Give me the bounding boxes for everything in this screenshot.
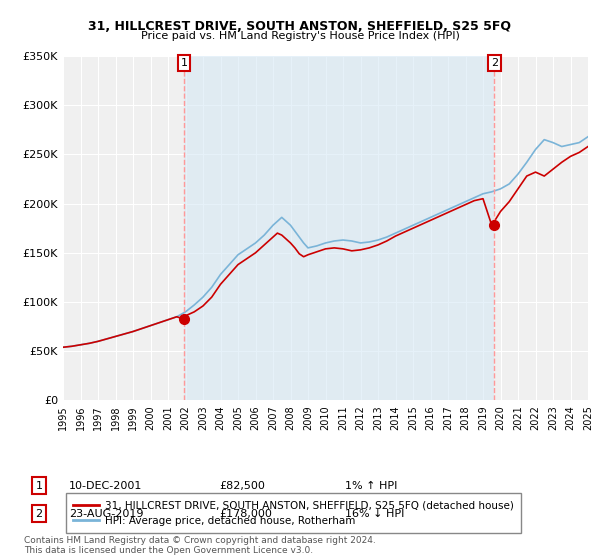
Legend: 31, HILLCREST DRIVE, SOUTH ANSTON, SHEFFIELD, S25 5FQ (detached house), HPI: Ave: 31, HILLCREST DRIVE, SOUTH ANSTON, SHEFF… [65, 493, 521, 533]
Text: 1: 1 [181, 58, 188, 68]
Text: £178,000: £178,000 [219, 508, 272, 519]
Text: 2: 2 [491, 58, 498, 68]
Bar [184, 56, 494, 400]
Text: 16% ↓ HPI: 16% ↓ HPI [345, 508, 404, 519]
Text: Price paid vs. HM Land Registry's House Price Index (HPI): Price paid vs. HM Land Registry's House … [140, 31, 460, 41]
Text: 1% ↑ HPI: 1% ↑ HPI [345, 480, 397, 491]
Text: 10-DEC-2001: 10-DEC-2001 [69, 480, 142, 491]
Text: 2: 2 [35, 508, 43, 519]
Text: Contains HM Land Registry data © Crown copyright and database right 2024.
This d: Contains HM Land Registry data © Crown c… [24, 536, 376, 555]
Text: 1: 1 [35, 480, 43, 491]
Text: 23-AUG-2019: 23-AUG-2019 [69, 508, 143, 519]
Text: 31, HILLCREST DRIVE, SOUTH ANSTON, SHEFFIELD, S25 5FQ: 31, HILLCREST DRIVE, SOUTH ANSTON, SHEFF… [89, 20, 511, 32]
Text: £82,500: £82,500 [219, 480, 265, 491]
